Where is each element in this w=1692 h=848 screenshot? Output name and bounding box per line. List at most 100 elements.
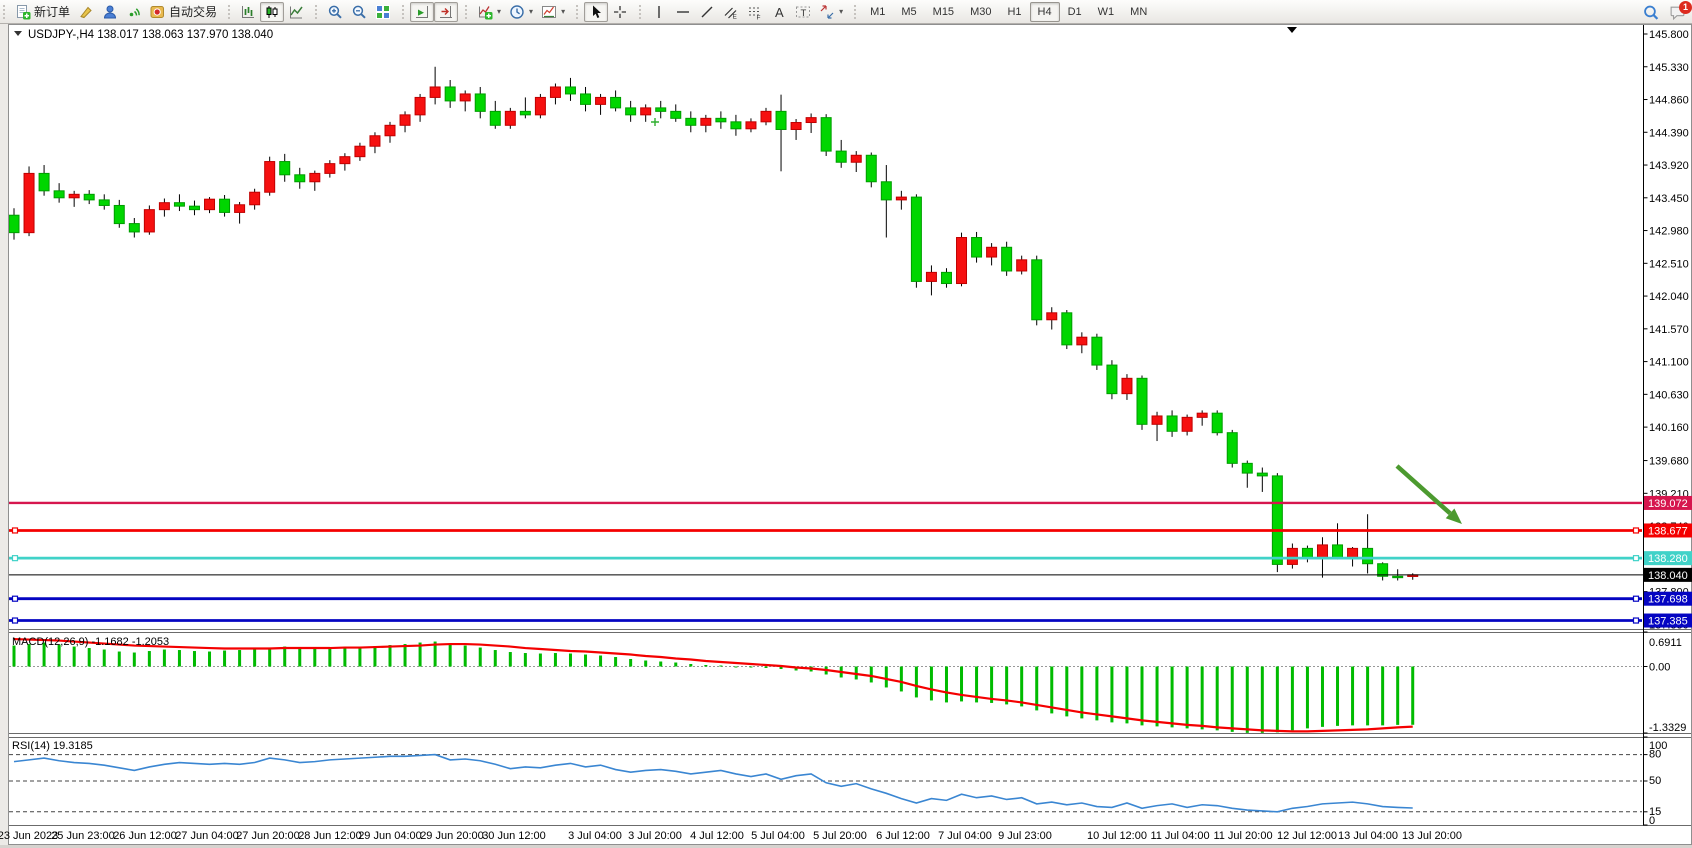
- time-axis-label: 3 Jul 20:00: [628, 830, 682, 842]
- chart-title-dropdown-icon[interactable]: [14, 31, 22, 36]
- time-axis-label: 3 Jul 04:00: [568, 830, 622, 842]
- timeframe-w1[interactable]: W1: [1090, 2, 1123, 22]
- timeframe-h4[interactable]: H4: [1029, 1, 1060, 22]
- rsi-scale-label: 0: [1649, 815, 1655, 827]
- dropdown-arrow-icon[interactable]: ▾: [839, 7, 844, 16]
- crosshair-button[interactable]: [608, 2, 632, 22]
- channel-icon: E: [723, 4, 739, 20]
- trend-arrow-shaft[interactable]: [1395, 464, 1452, 516]
- macd-histogram-bar: [1080, 666, 1084, 719]
- macd-histogram-bar: [584, 654, 588, 667]
- new-order-button-label: 新订单: [34, 5, 71, 19]
- tile-windows-button[interactable]: [371, 2, 395, 22]
- line-handle[interactable]: [11, 595, 19, 602]
- trendline-button[interactable]: [695, 2, 719, 22]
- candle: [309, 170, 321, 191]
- price-tick-label: 140.630: [1649, 389, 1689, 401]
- line-handle[interactable]: [11, 527, 19, 534]
- text-button[interactable]: A: [767, 2, 791, 22]
- price-line-label: 138.280: [1648, 553, 1688, 565]
- notifications-button[interactable]: 1: [1667, 1, 1692, 22]
- horizontal-line-button[interactable]: [671, 2, 695, 22]
- new-order-button[interactable]: 新订单: [11, 2, 74, 22]
- candle: [1196, 410, 1208, 426]
- timeframe-h1[interactable]: H1: [999, 2, 1029, 22]
- candle: [519, 97, 531, 119]
- candle: [534, 93, 546, 119]
- linechart-icon: [288, 4, 304, 20]
- periods-button[interactable]: ▾: [505, 2, 537, 22]
- dropdown-arrow-icon[interactable]: ▾: [497, 7, 502, 16]
- macd-histogram-bar: [1170, 666, 1174, 728]
- channel-button[interactable]: E: [719, 2, 743, 22]
- label-button[interactable]: T: [791, 2, 815, 22]
- price-tick-label: 145.800: [1649, 29, 1689, 41]
- line-handle[interactable]: [1632, 555, 1640, 562]
- candle: [940, 268, 952, 288]
- macd-scale-label: 0.00: [1649, 662, 1670, 674]
- timeframe-m5[interactable]: M5: [893, 2, 924, 22]
- svg-text:T: T: [801, 7, 807, 18]
- time-axis-label: 11 Jul 20:00: [1213, 830, 1272, 842]
- candle: [1136, 375, 1148, 430]
- macd-histogram-bar: [1336, 666, 1340, 726]
- indicators-button[interactable]: ▾: [473, 2, 505, 22]
- signals-button[interactable]: [122, 2, 146, 22]
- toolbar-right: 1: [1640, 0, 1692, 24]
- cursor-button[interactable]: [584, 1, 609, 22]
- chart-shift-button[interactable]: [434, 1, 459, 22]
- macd-histogram-bar: [704, 665, 708, 667]
- macd-histogram-bar: [57, 644, 61, 667]
- macd-histogram-bar: [568, 653, 572, 667]
- rsi-scale-label: 100: [1649, 740, 1667, 752]
- candle: [986, 243, 998, 266]
- candle: [895, 190, 907, 210]
- line-handle[interactable]: [11, 555, 19, 562]
- current-price-label-box: [1644, 567, 1692, 582]
- time-axis-label: 13 Jul 04:00: [1338, 830, 1398, 842]
- price-line-label-box: [1644, 591, 1692, 606]
- timeframe-mn[interactable]: MN: [1122, 2, 1155, 22]
- shapes-button[interactable]: ▾: [815, 2, 847, 22]
- line-handle[interactable]: [1632, 527, 1640, 534]
- price-tick-label: 139.680: [1649, 456, 1689, 468]
- timeframe-d1[interactable]: D1: [1060, 2, 1090, 22]
- zoom-out-button[interactable]: [347, 2, 371, 22]
- person-icon: [102, 4, 118, 20]
- community-button[interactable]: [98, 2, 122, 22]
- candle: [760, 107, 772, 126]
- vertical-line-button[interactable]: [647, 2, 671, 22]
- dropdown-arrow-icon[interactable]: ▾: [529, 7, 534, 16]
- auto-scroll-button[interactable]: [410, 1, 435, 22]
- dropdown-arrow-icon[interactable]: ▾: [561, 7, 566, 16]
- line-handle[interactable]: [1632, 617, 1640, 624]
- macd-histogram-bar: [1275, 666, 1279, 733]
- timeframe-m30[interactable]: M30: [962, 2, 999, 22]
- zoom-in-icon: [327, 4, 343, 20]
- fibonacci-button[interactable]: F: [743, 2, 767, 22]
- candle: [1377, 562, 1389, 581]
- macd-histogram-bar: [478, 647, 482, 667]
- price-tick-label: 141.100: [1649, 357, 1689, 369]
- candle: [249, 188, 261, 210]
- price-line-label: 139.072: [1648, 498, 1688, 510]
- trend-arrow-head[interactable]: [1445, 508, 1462, 524]
- line-handle[interactable]: [11, 617, 19, 624]
- candle-chart-button[interactable]: [260, 1, 285, 22]
- candle: [625, 100, 637, 122]
- styler-button[interactable]: [74, 2, 98, 22]
- zoom-in-button[interactable]: [323, 2, 347, 22]
- candle: [1046, 307, 1058, 330]
- line-chart-button[interactable]: [284, 2, 308, 22]
- auto-trading-button[interactable]: 自动交易: [146, 2, 221, 22]
- templates-button[interactable]: ▾: [537, 2, 569, 22]
- timeframe-m1[interactable]: M1: [862, 2, 893, 22]
- search-button[interactable]: [1640, 2, 1660, 22]
- line-handle[interactable]: [1632, 595, 1640, 602]
- timeframe-m15[interactable]: M15: [925, 2, 962, 22]
- bar-chart-button[interactable]: [236, 2, 260, 22]
- tile-icon: [375, 4, 391, 20]
- candle: [354, 142, 366, 161]
- candle: [956, 232, 968, 287]
